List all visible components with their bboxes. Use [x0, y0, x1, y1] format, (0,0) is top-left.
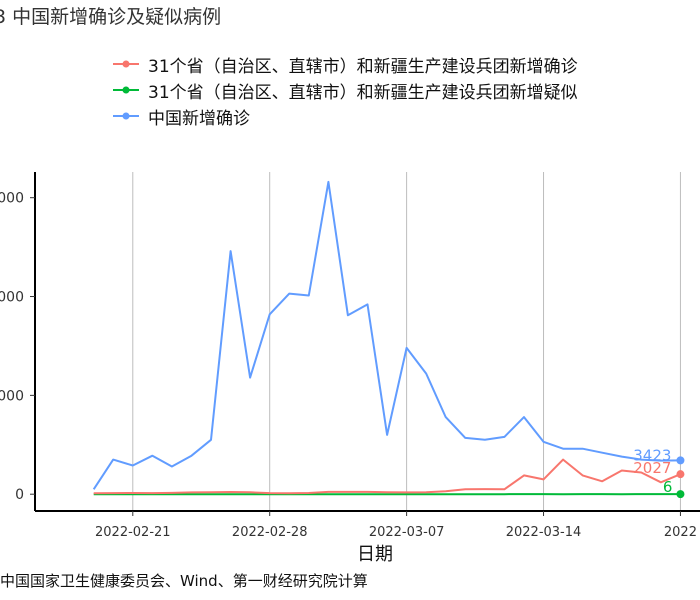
y-tick-label-20000: 000: [0, 290, 24, 306]
legend: 31个省（自治区、直辖市）和新疆生产建设兵团新增确诊 31个省（自治区、直辖市）…: [112, 51, 578, 129]
chart-title: 3 中国新增确诊及疑似病例: [0, 6, 222, 28]
x-tick-label-2022-02-28: 2022-02-28: [232, 525, 308, 540]
series-end-point-0: [676, 470, 685, 479]
legend-item-confirmed-provinces: 31个省（自治区、直辖市）和新疆生产建设兵团新增确诊: [112, 51, 578, 77]
x-tick-label-2022-02-21: 2022-02-21: [95, 525, 171, 540]
x-tick-label-2022-03-21: 2022: [664, 525, 697, 540]
series-lines: [92, 180, 685, 499]
series-end-point-2: [676, 456, 685, 465]
end-label-2: 3423: [633, 446, 671, 464]
series-end-point-1: [676, 490, 685, 499]
legend-item-suspected-provinces: 31个省（自治区、直辖市）和新疆生产建设兵团新增疑似: [112, 77, 578, 103]
y-tick-label-30000: 000: [0, 191, 24, 207]
series-line-2: [92, 180, 681, 490]
legend-label-confirmed-provinces: 31个省（自治区、直辖市）和新疆生产建设兵团新增确诊: [148, 56, 578, 77]
x-tick-label-2022-03-07: 2022-03-07: [369, 525, 445, 540]
legend-label-suspected-provinces: 31个省（自治区、直辖市）和新疆生产建设兵团新增疑似: [148, 82, 578, 103]
end-label-0: 2027: [633, 459, 671, 477]
legend-key-confirmed-provinces: [113, 60, 139, 68]
x-ticks: 2022-02-21 2022-02-28 2022-03-07 2022-03-14…: [95, 511, 697, 540]
source-note: 中国国家卫生健康委员会、Wind、第一财经研究院计算: [0, 572, 368, 590]
legend-label-confirmed-china: 中国新增确诊: [148, 108, 250, 129]
legend-item-confirmed-china: 中国新增确诊: [112, 103, 578, 129]
y-tick-label-0: 0: [15, 487, 24, 503]
grid-lines: [132, 172, 681, 511]
legend-key-confirmed-china: [113, 112, 139, 120]
x-tick-label-2022-03-14: 2022-03-14: [506, 525, 582, 540]
series-line-0: [93, 458, 681, 495]
legend-key-suspected-provinces: [113, 86, 139, 94]
x-axis-title: 日期: [357, 544, 393, 565]
axes: [34, 172, 700, 512]
y-tick-label-10000: 000: [0, 388, 24, 404]
end-label-1: 6: [663, 478, 673, 496]
